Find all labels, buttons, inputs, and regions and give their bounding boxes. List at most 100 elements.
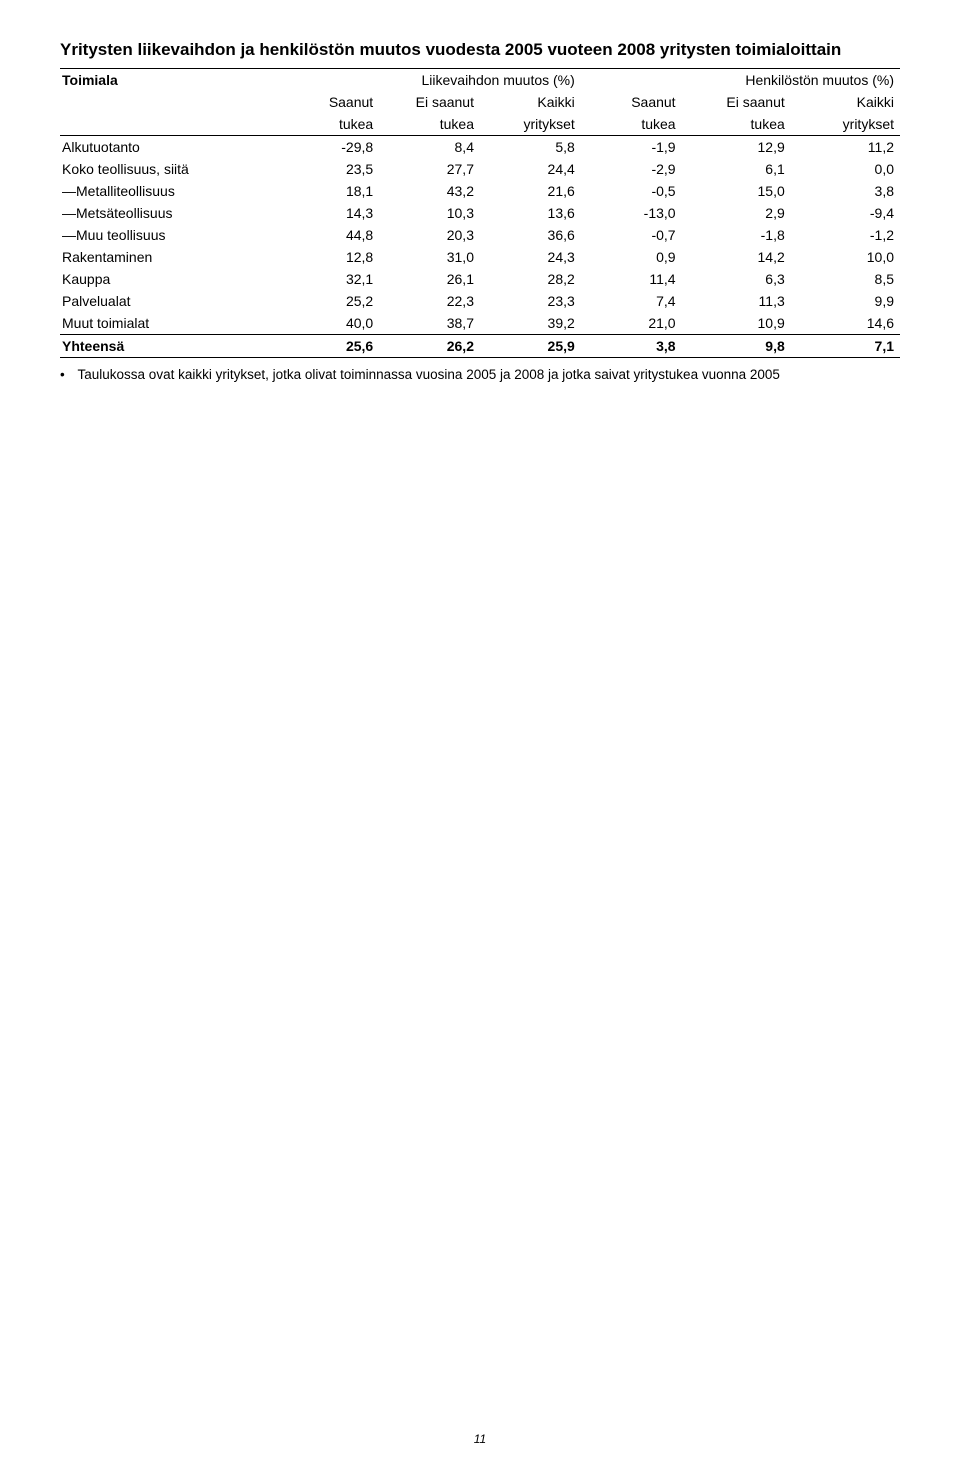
cell-value: -29,8 xyxy=(278,136,379,159)
row-label: —Metsäteollisuus xyxy=(60,202,278,224)
cell-value: 44,8 xyxy=(278,224,379,246)
cell-value: -13,0 xyxy=(581,202,682,224)
cell-value: 13,6 xyxy=(480,202,581,224)
row-label: Muut toimialat xyxy=(60,312,278,335)
table-row: Alkutuotanto-29,88,45,8-1,912,911,2 xyxy=(60,136,900,159)
cell-value: 14,2 xyxy=(682,246,791,268)
header-row-sub1: SaanutEi saanutKaikkiSaanutEi saanutKaik… xyxy=(60,91,900,113)
row-label: Rakentaminen xyxy=(60,246,278,268)
col-header: yritykset xyxy=(480,113,581,136)
col-header: tukea xyxy=(581,113,682,136)
footnote: • Taulukossa ovat kaikki yritykset, jotk… xyxy=(60,366,900,384)
row-label: —Metalliteollisuus xyxy=(60,180,278,202)
cell-value: 32,1 xyxy=(278,268,379,290)
cell-value: 15,0 xyxy=(682,180,791,202)
cell-value: 25,2 xyxy=(278,290,379,312)
cell-value: -1,2 xyxy=(791,224,900,246)
cell-value: 11,3 xyxy=(682,290,791,312)
cell-value: 26,1 xyxy=(379,268,480,290)
cell-value: 8,5 xyxy=(791,268,900,290)
table-row: —Metalliteollisuus18,143,221,6-0,515,03,… xyxy=(60,180,900,202)
cell-value: 20,3 xyxy=(379,224,480,246)
group-header-2: Henkilöstön muutos (%) xyxy=(581,69,900,92)
cell-value: 28,2 xyxy=(480,268,581,290)
col-header: Saanut xyxy=(278,91,379,113)
total-cell: 25,6 xyxy=(278,335,379,358)
cell-value: 5,8 xyxy=(480,136,581,159)
col-header: tukea xyxy=(379,113,480,136)
cell-value: 18,1 xyxy=(278,180,379,202)
header-spacer xyxy=(60,113,278,136)
col-header: tukea xyxy=(682,113,791,136)
cell-value: 6,3 xyxy=(682,268,791,290)
cell-value: 24,4 xyxy=(480,158,581,180)
cell-value: -0,7 xyxy=(581,224,682,246)
cell-value: 14,6 xyxy=(791,312,900,335)
total-cell: 7,1 xyxy=(791,335,900,358)
col-header: Kaikki xyxy=(791,91,900,113)
header-spacer xyxy=(60,91,278,113)
cell-value: 40,0 xyxy=(278,312,379,335)
cell-value: 7,4 xyxy=(581,290,682,312)
footnote-text: Taulukossa ovat kaikki yritykset, jotka … xyxy=(78,367,780,382)
cell-value: -2,9 xyxy=(581,158,682,180)
bullet-icon: • xyxy=(60,366,74,384)
table-row: Kauppa32,126,128,211,46,38,5 xyxy=(60,268,900,290)
cell-value: 11,2 xyxy=(791,136,900,159)
table-body: Alkutuotanto-29,88,45,8-1,912,911,2Koko … xyxy=(60,136,900,335)
cell-value: 31,0 xyxy=(379,246,480,268)
row-label: Alkutuotanto xyxy=(60,136,278,159)
col-header: tukea xyxy=(278,113,379,136)
cell-value: 23,3 xyxy=(480,290,581,312)
total-cell: 26,2 xyxy=(379,335,480,358)
cell-value: 0,0 xyxy=(791,158,900,180)
cell-value: 8,4 xyxy=(379,136,480,159)
table-row: Muut toimialat40,038,739,221,010,914,6 xyxy=(60,312,900,335)
col-header: Kaikki xyxy=(480,91,581,113)
group-header-1: Liikevaihdon muutos (%) xyxy=(278,69,580,92)
page-number: 11 xyxy=(474,1432,486,1446)
cell-value: 39,2 xyxy=(480,312,581,335)
cell-value: 2,9 xyxy=(682,202,791,224)
cell-value: 43,2 xyxy=(379,180,480,202)
header-row-sub2: tukeatukeayrityksettukeatukeayritykset xyxy=(60,113,900,136)
cell-value: 12,9 xyxy=(682,136,791,159)
row-label: Koko teollisuus, siitä xyxy=(60,158,278,180)
cell-value: 11,4 xyxy=(581,268,682,290)
cell-value: 24,3 xyxy=(480,246,581,268)
cell-value: 21,0 xyxy=(581,312,682,335)
table-row: Rakentaminen12,831,024,30,914,210,0 xyxy=(60,246,900,268)
cell-value: -1,8 xyxy=(682,224,791,246)
cell-value: 10,0 xyxy=(791,246,900,268)
cell-value: 3,8 xyxy=(791,180,900,202)
cell-value: 0,9 xyxy=(581,246,682,268)
total-label: Yhteensä xyxy=(60,335,278,358)
table-row: —Muu teollisuus44,820,336,6-0,7-1,8-1,2 xyxy=(60,224,900,246)
cell-value: -9,4 xyxy=(791,202,900,224)
total-cell: 9,8 xyxy=(682,335,791,358)
cell-value: 27,7 xyxy=(379,158,480,180)
cell-value: 21,6 xyxy=(480,180,581,202)
cell-value: 22,3 xyxy=(379,290,480,312)
row-label: —Muu teollisuus xyxy=(60,224,278,246)
table-row: Palvelualat25,222,323,37,411,39,9 xyxy=(60,290,900,312)
col-header: Saanut xyxy=(581,91,682,113)
row-label: Kauppa xyxy=(60,268,278,290)
cell-value: 14,3 xyxy=(278,202,379,224)
row-label: Palvelualat xyxy=(60,290,278,312)
total-row: Yhteensä 25,626,225,93,89,87,1 xyxy=(60,335,900,358)
cell-value: 38,7 xyxy=(379,312,480,335)
cell-value: -0,5 xyxy=(581,180,682,202)
cell-value: 10,9 xyxy=(682,312,791,335)
data-table: Toimiala Liikevaihdon muutos (%) Henkilö… xyxy=(60,68,900,358)
col-header: Ei saanut xyxy=(682,91,791,113)
cell-value: 9,9 xyxy=(791,290,900,312)
col-header: yritykset xyxy=(791,113,900,136)
col-header: Ei saanut xyxy=(379,91,480,113)
cell-value: 6,1 xyxy=(682,158,791,180)
cell-value: 36,6 xyxy=(480,224,581,246)
header-row-groups: Toimiala Liikevaihdon muutos (%) Henkilö… xyxy=(60,69,900,92)
page-title: Yritysten liikevaihdon ja henkilöstön mu… xyxy=(60,40,900,60)
total-cell: 25,9 xyxy=(480,335,581,358)
corner-label: Toimiala xyxy=(60,69,278,92)
